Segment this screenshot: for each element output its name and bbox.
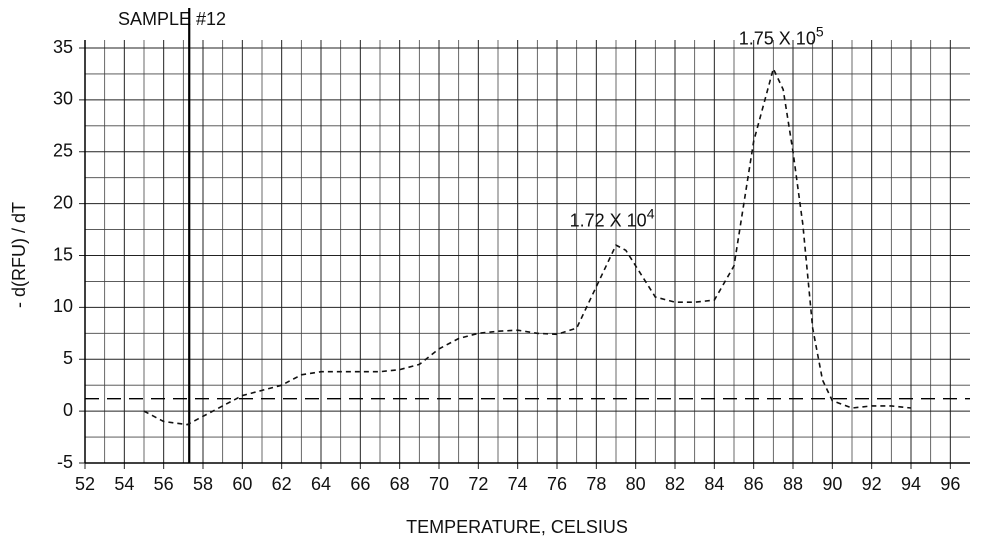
- x-tick-label: 72: [468, 474, 488, 494]
- x-tick-label: 92: [862, 474, 882, 494]
- x-tick-label: 90: [822, 474, 842, 494]
- y-tick-label: 20: [53, 192, 73, 212]
- x-tick-label: 82: [665, 474, 685, 494]
- x-tick-label: 88: [783, 474, 803, 494]
- x-tick-label: 62: [272, 474, 292, 494]
- x-tick-label: 96: [940, 474, 960, 494]
- y-tick-label: -5: [57, 452, 73, 472]
- x-tick-label: 68: [390, 474, 410, 494]
- annotation-text: 1.75 X 10: [739, 28, 816, 48]
- y-tick-label: 35: [53, 37, 73, 57]
- x-tick-label: 84: [704, 474, 724, 494]
- y-tick-label: 30: [53, 89, 73, 109]
- y-tick-label: 5: [63, 348, 73, 368]
- y-tick-label: 10: [53, 296, 73, 316]
- x-tick-label: 64: [311, 474, 331, 494]
- annotation: 1.72 X 104: [570, 205, 655, 230]
- annotation-sup: 4: [647, 205, 655, 221]
- x-axis-label: TEMPERATURE, CELSIUS: [406, 517, 628, 537]
- x-tick-label: 66: [350, 474, 370, 494]
- annotation-sup: 5: [816, 23, 824, 39]
- x-tick-label: 78: [586, 474, 606, 494]
- x-tick-label: 52: [75, 474, 95, 494]
- annotation: 1.75 X 105: [739, 23, 824, 48]
- x-tick-label: 58: [193, 474, 213, 494]
- x-tick-label: 60: [232, 474, 252, 494]
- x-tick-label: 74: [508, 474, 528, 494]
- x-tick-label: 76: [547, 474, 567, 494]
- y-tick-label: 0: [63, 400, 73, 420]
- y-axis-label: - d(RFU) / dT: [9, 202, 29, 308]
- chart-title: SAMPLE #12: [118, 9, 226, 29]
- data-line: [143, 66, 912, 426]
- x-tick-label: 80: [626, 474, 646, 494]
- x-tick-label: 56: [154, 474, 174, 494]
- y-tick-label: 15: [53, 244, 73, 264]
- x-tick-label: 94: [901, 474, 921, 494]
- annotation-text: 1.72 X 10: [570, 210, 647, 230]
- x-tick-label: 86: [744, 474, 764, 494]
- y-tick-label: 25: [53, 141, 73, 161]
- x-tick-label: 70: [429, 474, 449, 494]
- x-tick-label: 54: [114, 474, 134, 494]
